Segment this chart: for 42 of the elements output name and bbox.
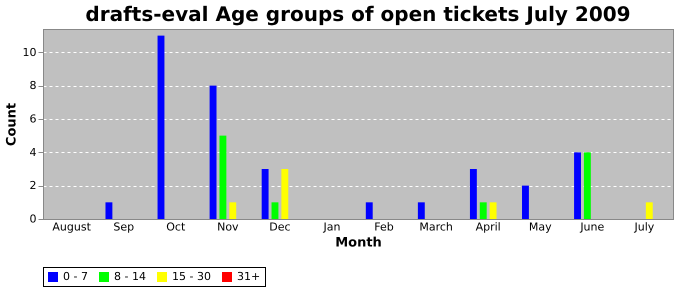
y-tick-label: 10 — [22, 46, 36, 59]
x-tick-label: June — [579, 220, 604, 234]
y-tick-label: 0 — [30, 212, 36, 226]
y-tick-label: 6 — [30, 112, 36, 126]
bar — [105, 202, 112, 219]
bar — [210, 86, 217, 219]
x-tick-label: Feb — [374, 220, 394, 234]
x-tick-label: Nov — [217, 220, 240, 234]
y-tick-label: 8 — [30, 79, 36, 92]
bar — [584, 152, 591, 219]
x-axis-title: Month — [335, 236, 382, 250]
bar — [522, 186, 529, 219]
bar — [229, 202, 236, 219]
legend-label: 31+ — [237, 270, 260, 283]
bar — [646, 202, 653, 219]
y-axis-title: Count — [4, 102, 20, 146]
x-tick-label: Sep — [113, 220, 134, 234]
x-tick-label: Jan — [322, 220, 340, 234]
bar — [366, 202, 373, 219]
x-tick-label: March — [419, 220, 453, 234]
legend-label: 0 - 7 — [63, 270, 88, 283]
x-tick-label: Oct — [166, 220, 186, 234]
legend-label: 8 - 14 — [114, 270, 146, 283]
bar — [158, 36, 164, 219]
bar — [281, 169, 288, 219]
y-tick-label: 4 — [30, 146, 36, 159]
bar — [480, 202, 487, 219]
bar — [262, 169, 269, 219]
bar — [574, 152, 581, 219]
bar — [219, 136, 226, 219]
x-tick-label: July — [633, 220, 655, 234]
bar — [418, 202, 425, 219]
x-tick-label: August — [52, 220, 92, 234]
x-tick-label: April — [476, 220, 501, 234]
bar — [272, 202, 278, 219]
x-tick-label: Dec — [269, 220, 291, 234]
legend-label: 15 - 30 — [172, 270, 211, 283]
bar — [490, 202, 497, 219]
x-tick-label: May — [528, 220, 552, 234]
bar — [470, 169, 477, 219]
chart-title: drafts-eval Age groups of open tickets July 2009 — [85, 2, 631, 26]
y-tick-label: 2 — [30, 179, 36, 192]
